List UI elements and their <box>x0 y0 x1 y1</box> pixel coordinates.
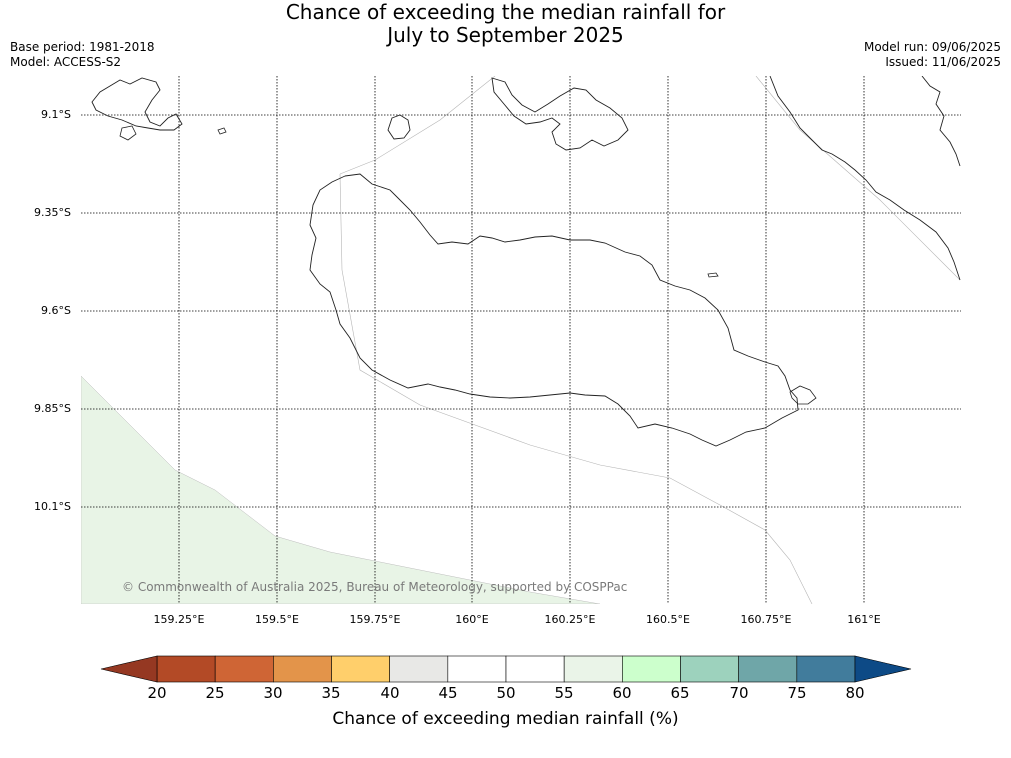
malaita-coastline <box>769 76 961 281</box>
colorbar-segment <box>563 655 623 683</box>
lat-label: 9.85°S <box>34 402 71 415</box>
small-island <box>789 385 817 405</box>
colorbar-segment <box>796 655 856 683</box>
lat-label: 9.6°S <box>41 304 71 317</box>
small-islet <box>707 272 719 278</box>
nggela-islands <box>491 77 629 151</box>
copyright-notice: © Commonwealth of Australia 2025, Bureau… <box>122 580 628 594</box>
savo-island <box>387 114 411 140</box>
colorbar-segment <box>156 655 216 683</box>
colorbar-tick-label: 50 <box>496 684 516 702</box>
boundary-line <box>339 76 961 604</box>
colorbar-tick-label: 25 <box>205 684 225 702</box>
colorbar-tick-label: 60 <box>612 684 632 702</box>
map-title-line1: Chance of exceeding the median rainfall … <box>285 0 726 24</box>
lon-label: 159.25°E <box>153 613 205 626</box>
colorbar-tick-label: 45 <box>438 684 458 702</box>
colorbar-segment <box>505 655 565 683</box>
lat-label: 9.1°S <box>41 108 71 121</box>
colorbar-segment <box>389 655 449 683</box>
graticule <box>81 76 961 604</box>
colorbar-tick-label: 40 <box>380 684 400 702</box>
colorbar-segment <box>273 655 332 683</box>
issued-date: Issued: 11/06/2025 <box>885 55 1001 69</box>
colorbar-tick-label: 30 <box>263 684 283 702</box>
lon-label: 159.5°E <box>255 613 299 626</box>
lat-label: 10.1°S <box>34 500 71 513</box>
map-title-line2: July to September 2025 <box>387 23 624 47</box>
colorbar-segment <box>622 655 681 683</box>
colorbar-tick-label: 70 <box>729 684 749 702</box>
colorbar-tick-label: 35 <box>321 684 341 702</box>
colorbar-tick-label: 75 <box>787 684 807 702</box>
colorbar-tick-label: 65 <box>670 684 690 702</box>
colorbar-title: Chance of exceeding median rainfall (%) <box>332 709 679 729</box>
meta-left: Base period: 1981-2018 Model: ACCESS-S2 <box>10 40 155 70</box>
lon-label: 160.5°E <box>646 613 690 626</box>
meta-right: Model run: 09/06/2025 Issued: 11/06/2025 <box>864 40 1001 70</box>
colorbar-tick-label: 55 <box>554 684 574 702</box>
colorbar <box>100 655 912 683</box>
model-run: Model run: 09/06/2025 <box>863 40 1001 54</box>
colorbar-tick-label: 80 <box>845 684 865 702</box>
colorbar-segment <box>738 655 798 683</box>
lon-label: 160.75°E <box>740 613 792 626</box>
lon-label: 160°E <box>455 613 489 626</box>
colorbar-under-arrow <box>100 655 158 683</box>
colorbar-segment <box>214 655 274 683</box>
guadalcanal-coastline <box>309 173 799 447</box>
model-name: Model: ACCESS-S2 <box>10 55 122 69</box>
lon-label: 161°E <box>847 613 881 626</box>
isabel-islet-2 <box>217 127 227 135</box>
colorbar-segment <box>680 655 739 683</box>
colorbar-segment <box>331 655 390 683</box>
colorbar-segment <box>447 655 507 683</box>
isabel-islet <box>119 125 137 141</box>
lat-label: 9.35°S <box>34 206 71 219</box>
colorbar-over-arrow <box>854 655 912 683</box>
shaded-probability-region <box>81 375 601 604</box>
lon-label: 160.25°E <box>544 613 596 626</box>
base-period: Base period: 1981-2018 <box>10 40 155 54</box>
colorbar-tick-label: 20 <box>147 684 167 702</box>
lon-label: 159.75°E <box>349 613 401 626</box>
isabel-coastline <box>91 77 183 131</box>
malaita-east-coast <box>921 76 961 167</box>
